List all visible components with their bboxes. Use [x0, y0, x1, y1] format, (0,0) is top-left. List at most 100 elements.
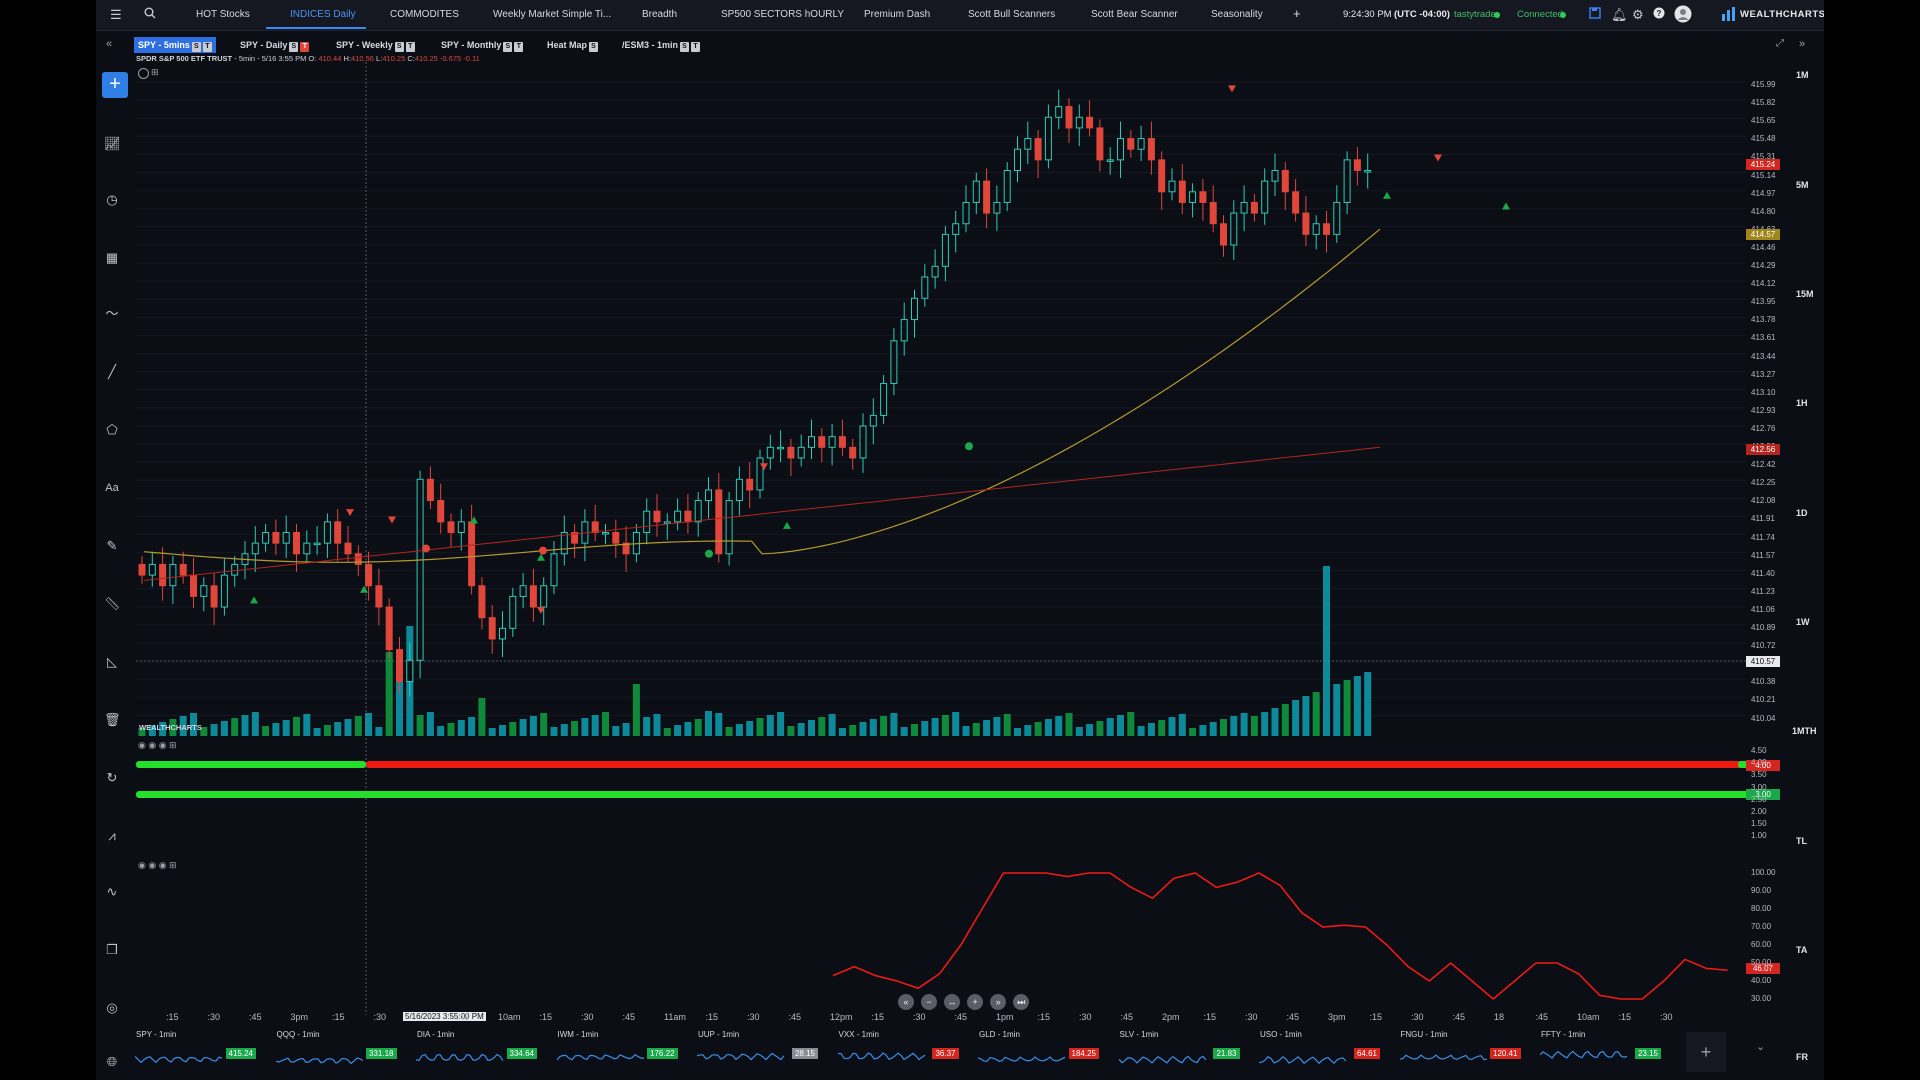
- go-to-end-button[interactable]: ⏭︎: [1013, 994, 1030, 1010]
- ticker-card[interactable]: GLD - 1min 184.25: [975, 1028, 1105, 1076]
- sync-badge[interactable]: S: [503, 42, 513, 52]
- timeframe-1mth[interactable]: 1MTH: [1792, 726, 1817, 736]
- zoom-in-button[interactable]: +: [967, 994, 984, 1010]
- trash-icon[interactable]: 🗑︎: [104, 712, 121, 727]
- tab-premium-dash[interactable]: Premium Dash: [864, 9, 931, 20]
- timeframe-5m[interactable]: 5M: [1796, 180, 1809, 190]
- trade-badge[interactable]: T: [202, 42, 212, 52]
- collapse-right-icon[interactable]: »: [1799, 38, 1806, 50]
- chart-tab-label: /ESM3 - 1min: [622, 40, 679, 50]
- time-tick-label: :15: [332, 1012, 345, 1022]
- refresh-icon[interactable]: ↻: [106, 770, 118, 785]
- ticker-card[interactable]: USO - 1min 64.61: [1256, 1028, 1386, 1076]
- timeframe-tl[interactable]: TL: [1796, 836, 1807, 846]
- timeframe-1w[interactable]: 1W: [1796, 617, 1810, 627]
- tab-seasonality[interactable]: Seasonality: [1211, 9, 1263, 20]
- trade-badge[interactable]: T: [691, 42, 701, 52]
- avatar[interactable]: [1674, 5, 1692, 26]
- ticker-card[interactable]: DIA - 1min 334.64: [413, 1028, 543, 1076]
- chart-tab-spy-weekly[interactable]: SPY - Weekly S T: [332, 37, 419, 53]
- oscillator-pane-controls[interactable]: ◉ ◉ ◉ ⊞: [138, 860, 177, 870]
- volume-pane-controls[interactable]: ◉ ◉ ◉ ⊞: [138, 740, 177, 750]
- ticker-price: 21.83: [1213, 1048, 1240, 1059]
- strategy-icon[interactable]: ∿: [106, 884, 118, 899]
- collapse-left-icon[interactable]: «: [106, 38, 113, 50]
- chart-tab-spy-5mins[interactable]: SPY - 5mins S T: [134, 37, 216, 53]
- ruler-icon[interactable]: 📏︎: [104, 596, 121, 611]
- measure-icon[interactable]: ◺: [107, 654, 117, 669]
- text-tool-icon[interactable]: Aa: [105, 482, 119, 494]
- timeframe-1d[interactable]: 1D: [1796, 508, 1808, 518]
- tab-breadth[interactable]: Breadth: [642, 9, 678, 20]
- search-icon[interactable]: [144, 7, 156, 22]
- tab-hot-stocks[interactable]: HOT Stocks: [196, 9, 250, 20]
- ticker-card[interactable]: FFTY - 1min 23.15: [1537, 1028, 1667, 1076]
- ticker-card[interactable]: IWM - 1min 176.22: [554, 1028, 684, 1076]
- sync-badge[interactable]: S: [289, 42, 299, 52]
- timezone[interactable]: (UTC -04:00): [1394, 9, 1450, 20]
- chart-tab-spy-daily[interactable]: SPY - Daily S T: [236, 37, 313, 53]
- chart-tab-spy-monthly[interactable]: SPY - Monthly S T: [437, 37, 527, 53]
- add-indicator-icon[interactable]: ⊞: [151, 67, 159, 77]
- tab-scott-bear[interactable]: Scott Bear Scanner: [1091, 9, 1178, 20]
- collapse-tickers-icon[interactable]: ⌄: [1756, 1041, 1766, 1053]
- menu-icon[interactable]: ☰: [110, 7, 122, 22]
- add-ticker-button[interactable]: +: [1686, 1032, 1726, 1072]
- bell-icon[interactable]: 🔔︎: [1611, 7, 1628, 22]
- clock-icon[interactable]: ◷: [106, 192, 118, 207]
- help-icon[interactable]: ?: [1653, 7, 1665, 22]
- trade-badge[interactable]: T: [300, 42, 310, 52]
- shapes-icon[interactable]: ⬠: [106, 422, 118, 437]
- save-icon[interactable]: [1589, 7, 1601, 22]
- expand-icon[interactable]: ⤢: [1776, 38, 1784, 49]
- timeframe-1h[interactable]: 1H: [1796, 398, 1808, 408]
- broker-name[interactable]: tastytrade: [1454, 9, 1496, 20]
- gear-icon[interactable]: ⚙: [1632, 7, 1644, 22]
- ticker-card[interactable]: FNGU - 1min 120.41: [1397, 1028, 1527, 1076]
- timeframe-15m[interactable]: 15M: [1796, 289, 1814, 299]
- ticker-price: 331.18: [366, 1048, 397, 1059]
- add-drawing-button[interactable]: +: [102, 72, 128, 98]
- chart-type-icon[interactable]: 📈︎: [104, 136, 121, 151]
- chart-tab-heat-map[interactable]: Heat Map S: [543, 37, 602, 53]
- price-chart[interactable]: [96, 0, 1824, 1030]
- add-tab-button[interactable]: +: [1293, 6, 1301, 21]
- settings-circle-icon[interactable]: ◎: [106, 1000, 118, 1015]
- ticker-card[interactable]: UUP - 1min 28.15: [694, 1028, 824, 1076]
- sync-badge[interactable]: S: [394, 42, 404, 52]
- chart-tab-esm3[interactable]: /ESM3 - 1min S T: [618, 37, 704, 53]
- tab-weekly-market[interactable]: Weekly Market Simple Ti...: [493, 9, 612, 20]
- tab-sp500-sectors[interactable]: SP500 SECTORS hOURLY: [721, 9, 845, 20]
- rewind-button[interactable]: «: [898, 994, 914, 1010]
- sync-badge[interactable]: S: [191, 42, 201, 52]
- tab-scott-bull[interactable]: Scott Bull Scanners: [968, 9, 1056, 20]
- trade-badge[interactable]: T: [514, 42, 524, 52]
- oscillator-tick-label: 100.00: [1751, 868, 1776, 877]
- timeframe-ta[interactable]: TA: [1796, 945, 1808, 955]
- line-tool-icon[interactable]: ╱: [108, 364, 116, 379]
- volume-bar: [1044, 719, 1052, 736]
- trend-icon[interactable]: 〜: [105, 306, 119, 321]
- zoom-out-button[interactable]: −: [921, 994, 938, 1010]
- timeframe-fr[interactable]: FR: [1796, 1052, 1808, 1062]
- candle-body: [385, 606, 393, 651]
- trade-badge[interactable]: T: [405, 42, 415, 52]
- forward-button[interactable]: »: [990, 994, 1007, 1010]
- ticker-card[interactable]: SLV - 1min 21.83: [1116, 1028, 1246, 1076]
- sync-badge[interactable]: S: [680, 42, 690, 52]
- timeframe-1m[interactable]: 1M: [1796, 70, 1809, 80]
- layers-icon[interactable]: ❐: [106, 942, 118, 957]
- tab-indices-daily[interactable]: INDICES Daily: [290, 9, 356, 20]
- indicator-icon[interactable]: ⩘: [108, 828, 116, 843]
- fit-button[interactable]: ↔: [944, 994, 961, 1010]
- time-tick-label: :45: [954, 1012, 968, 1022]
- ticker-card[interactable]: SPY - 1min 415.24: [132, 1028, 262, 1076]
- visibility-icon[interactable]: [138, 68, 149, 79]
- ticker-card[interactable]: VXX - 1min 36.37: [835, 1028, 965, 1076]
- pencil-icon[interactable]: ✎: [106, 538, 118, 553]
- globe-icon[interactable]: 🌐︎: [106, 1054, 118, 1069]
- ticker-card[interactable]: QQQ - 1min 331.18: [273, 1028, 403, 1076]
- calendar-icon[interactable]: ▦: [105, 250, 119, 265]
- sync-badge[interactable]: S: [589, 42, 599, 52]
- tab-commodites[interactable]: COMMODITES: [390, 9, 459, 20]
